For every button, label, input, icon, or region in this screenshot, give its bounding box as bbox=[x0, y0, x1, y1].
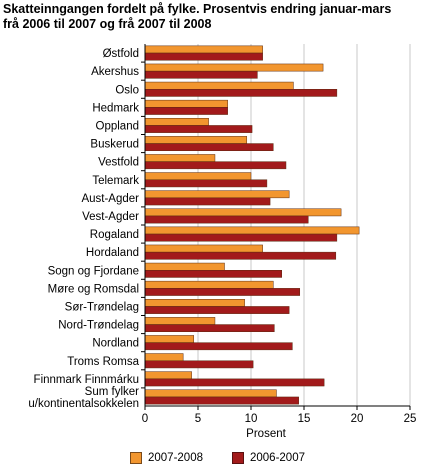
bars-layer bbox=[144, 45, 360, 405]
category-label-13: Møre og Romsdal bbox=[48, 283, 139, 295]
bar-2007-2008-10 bbox=[144, 226, 360, 235]
bar-2006-2007-11 bbox=[144, 251, 337, 260]
bar-2007-2008-13 bbox=[144, 280, 274, 289]
labels-layer: 0 5 10 15 20 25 Østfold Akershus Oslo Hedmark Oppl… bbox=[28, 48, 416, 425]
chart-title-line-1: Skatteinngangen fordelt på fylke. Prosen… bbox=[3, 2, 392, 16]
bar-2007-2008-19 bbox=[144, 389, 277, 398]
category-label-14: Sør-Trøndelag bbox=[65, 301, 139, 313]
bar-2006-2007-13 bbox=[144, 288, 301, 296]
bar-2006-2007-5 bbox=[144, 143, 274, 152]
bar-2006-2007-19 bbox=[144, 396, 299, 405]
category-label-15: Nord-Trøndelag bbox=[58, 320, 139, 332]
bar-2007-2008-18 bbox=[144, 371, 192, 380]
category-label-6: Vestfold bbox=[98, 157, 139, 169]
category-label-2: Oslo bbox=[115, 84, 139, 96]
bar-2006-2007-8 bbox=[144, 197, 271, 206]
category-label-12: Sogn og Fjordane bbox=[48, 265, 139, 277]
legend: 2007-2008 2006-2007 bbox=[0, 448, 426, 472]
bar-2007-2008-0 bbox=[144, 45, 263, 54]
bar-2006-2007-15 bbox=[144, 324, 275, 332]
category-label-17: Troms Romsa bbox=[67, 356, 139, 368]
bar-2007-2008-7 bbox=[144, 172, 252, 181]
category-label-11: Hordaland bbox=[86, 247, 139, 259]
bar-2007-2008-12 bbox=[144, 262, 225, 271]
bar-2007-2008-11 bbox=[144, 244, 263, 253]
bar-2007-2008-2 bbox=[144, 81, 294, 90]
legend-swatch-2006-2007 bbox=[232, 452, 244, 464]
bar-2006-2007-0 bbox=[144, 52, 263, 61]
bar-2007-2008-17 bbox=[144, 353, 184, 361]
category-label-5: Buskerud bbox=[90, 139, 139, 151]
bar-2007-2008-14 bbox=[144, 299, 245, 307]
bar-2007-2008-3 bbox=[144, 99, 228, 108]
tick-label-x-0: 0 bbox=[142, 413, 148, 425]
category-label-16: Nordland bbox=[92, 338, 139, 350]
category-label-10: Rogaland bbox=[90, 229, 139, 241]
tick-label-x-15: 15 bbox=[298, 413, 311, 425]
bar-2007-2008-8 bbox=[144, 190, 290, 199]
axis-layer bbox=[141, 44, 411, 410]
bar-2006-2007-2 bbox=[144, 89, 338, 97]
category-label-19-0: Sum fylker bbox=[85, 386, 139, 398]
chart-title-line-2: frå 2006 til 2007 og frå 2007 til 2008 bbox=[3, 17, 212, 31]
bar-2007-2008-6 bbox=[144, 154, 216, 162]
bar-2006-2007-16 bbox=[144, 342, 293, 351]
tick-label-x-5: 5 bbox=[195, 413, 201, 425]
bar-chart: 0 5 10 15 20 25 Østfold Akershus Oslo Hedmark Oppl… bbox=[28, 44, 416, 440]
bar-2007-2008-5 bbox=[144, 136, 248, 144]
grid-layer bbox=[197, 44, 411, 406]
bar-2006-2007-10 bbox=[144, 233, 338, 242]
tick-label-x-10: 10 bbox=[245, 413, 258, 425]
bar-2007-2008-4 bbox=[144, 118, 209, 126]
bar-2006-2007-3 bbox=[144, 107, 228, 115]
bar-2006-2007-18 bbox=[144, 378, 325, 387]
bar-2007-2008-1 bbox=[144, 63, 324, 72]
category-label-0: Østfold bbox=[103, 48, 139, 60]
category-label-7: Telemark bbox=[92, 175, 139, 187]
legend-swatch-2007-2008 bbox=[130, 452, 142, 464]
legend-label-2007-2008: 2007-2008 bbox=[148, 452, 203, 464]
legend-label-2006-2007: 2006-2007 bbox=[250, 452, 305, 464]
x-axis-label: Prosent bbox=[246, 428, 286, 440]
category-label-18: Finnmark Finnmárku bbox=[34, 374, 139, 386]
category-label-19-1: u/kontinentalsokkelen bbox=[28, 398, 139, 410]
bar-2006-2007-4 bbox=[144, 125, 253, 133]
bar-2006-2007-6 bbox=[144, 161, 287, 170]
category-label-4: Oppland bbox=[96, 120, 139, 132]
bar-2006-2007-17 bbox=[144, 360, 254, 369]
bar-2006-2007-12 bbox=[144, 270, 282, 278]
tick-label-x-20: 20 bbox=[351, 413, 364, 425]
bar-2006-2007-9 bbox=[144, 215, 309, 224]
bar-2006-2007-14 bbox=[144, 306, 290, 314]
bar-2007-2008-9 bbox=[144, 208, 342, 217]
tick-label-x-25: 25 bbox=[404, 413, 417, 425]
bar-2006-2007-1 bbox=[144, 70, 258, 79]
bar-2007-2008-15 bbox=[144, 317, 216, 325]
category-label-9: Vest-Agder bbox=[82, 211, 139, 223]
category-label-1: Akershus bbox=[91, 66, 139, 78]
category-label-8: Aust-Agder bbox=[81, 193, 139, 205]
legend-item-2006-2007: 2006-2007 bbox=[232, 452, 305, 464]
bar-2007-2008-16 bbox=[144, 335, 195, 343]
legend-item-2007-2008: 2007-2008 bbox=[130, 452, 203, 464]
bar-2006-2007-7 bbox=[144, 179, 268, 188]
chart-title: Skatteinngangen fordelt på fylke. Prosen… bbox=[3, 2, 423, 32]
category-label-3: Hedmark bbox=[92, 102, 139, 114]
